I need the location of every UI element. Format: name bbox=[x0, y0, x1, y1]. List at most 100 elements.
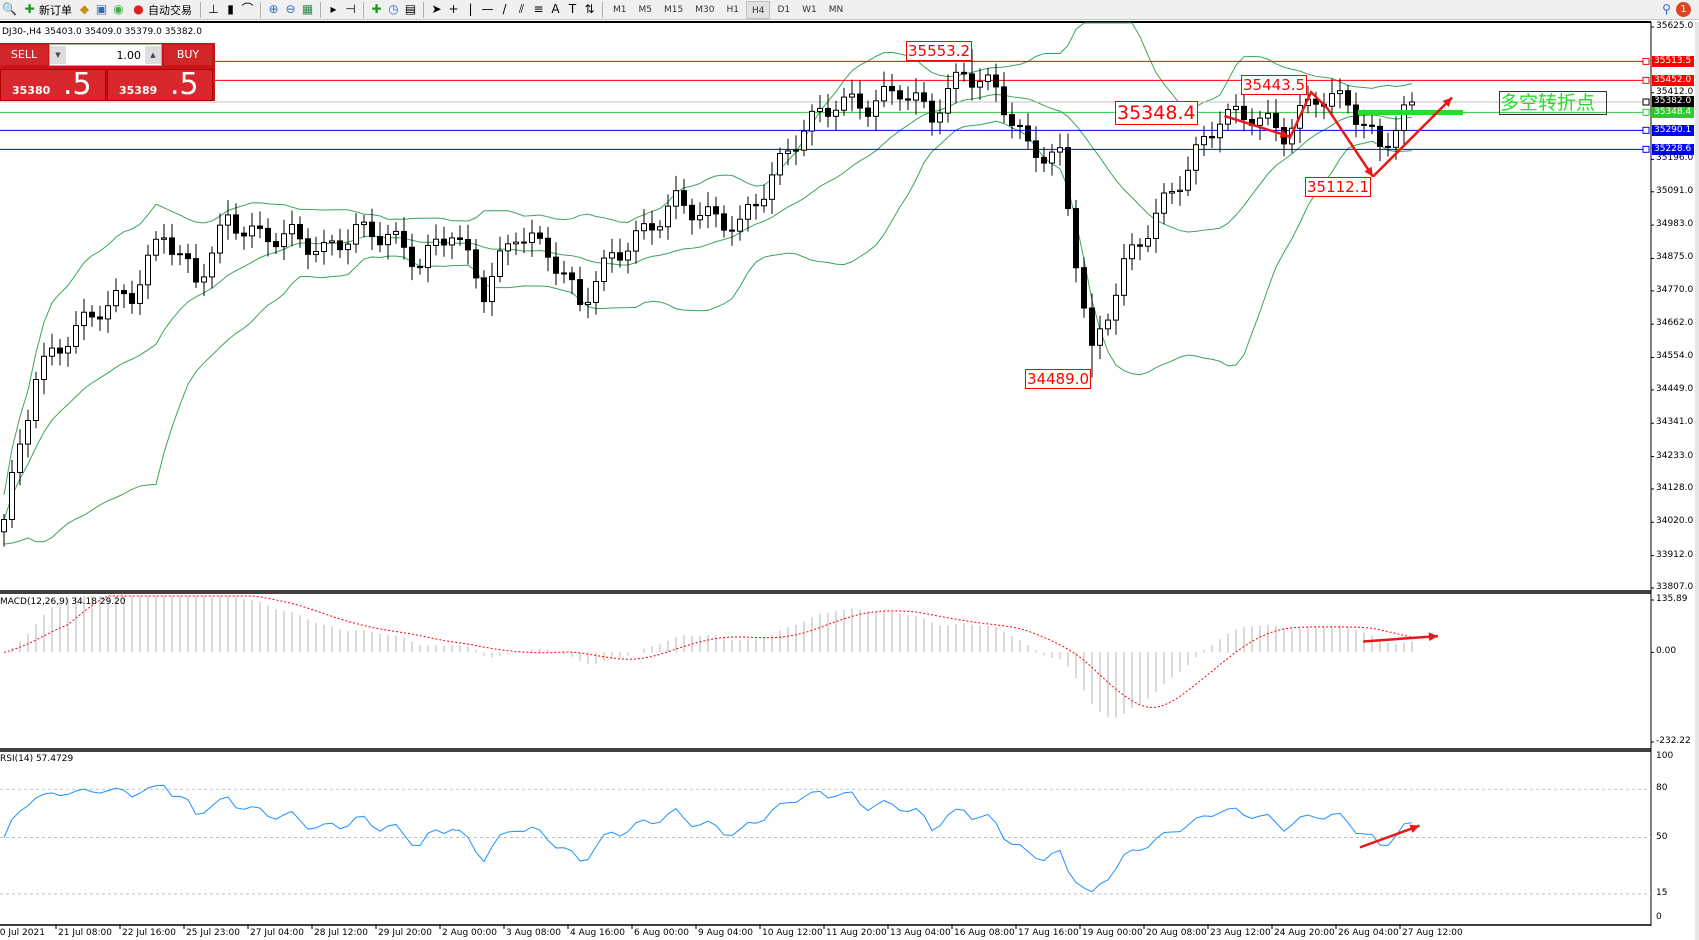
horizontal-line-icon[interactable]: — bbox=[481, 2, 494, 16]
timeframe-w1[interactable]: W1 bbox=[802, 4, 817, 15]
candle-bull bbox=[561, 272, 567, 275]
candle-bear bbox=[865, 107, 871, 117]
candle-bear bbox=[377, 236, 383, 246]
navigator-icon[interactable]: ▣ bbox=[95, 2, 108, 16]
candle-bull bbox=[489, 275, 495, 303]
timeframe-h4[interactable]: H4 bbox=[745, 0, 771, 19]
candle-bear bbox=[537, 232, 543, 239]
lot-size-stepper[interactable]: ▼ 1.00 ▲ bbox=[49, 44, 162, 66]
timeframe-h1[interactable]: H1 bbox=[726, 4, 739, 15]
candle-bear bbox=[417, 265, 423, 269]
candle-bear bbox=[1273, 112, 1279, 129]
annotation-low-34489[interactable]: 34489.0 bbox=[1025, 369, 1092, 389]
annotation-low-35112[interactable]: 35112.1 bbox=[1305, 177, 1372, 197]
tile-windows-icon[interactable]: ▦ bbox=[301, 2, 314, 16]
time-tick-label: 23 Aug 12:00 bbox=[1210, 928, 1271, 938]
new-order-button[interactable]: ✚ 新订单 bbox=[19, 1, 75, 19]
macd-tick-label: 0.00 bbox=[1656, 646, 1677, 657]
timeframe-m15[interactable]: M15 bbox=[664, 4, 684, 15]
chart-shift-icon[interactable]: ⊣ bbox=[345, 2, 356, 16]
arrow-down-icon bbox=[1224, 114, 1290, 138]
text-label-icon[interactable]: T bbox=[568, 2, 577, 16]
candle-bull bbox=[817, 107, 823, 112]
macd-arrow-icon-head bbox=[1428, 632, 1438, 642]
cursor-icon[interactable]: ➤ bbox=[431, 2, 442, 16]
auto-trading-button[interactable]: ● 自动交易 bbox=[128, 1, 195, 19]
turning-point-label[interactable]: 多空转折点 bbox=[1499, 91, 1607, 115]
candle-bull bbox=[153, 238, 159, 256]
periods-icon[interactable]: ◷ bbox=[388, 2, 399, 16]
fibonacci-icon[interactable]: ≡ bbox=[533, 2, 544, 16]
candle-bear bbox=[825, 107, 831, 117]
indicators-icon[interactable]: ✚ bbox=[371, 2, 382, 16]
buy-button[interactable]: BUY bbox=[164, 45, 212, 65]
timeframe-mn[interactable]: MN bbox=[828, 4, 844, 15]
candle-bull bbox=[665, 205, 671, 228]
lot-size-input[interactable]: 1.00 bbox=[116, 48, 142, 62]
candle-bear bbox=[257, 225, 263, 229]
annotation-high-35443[interactable]: 35443.5 bbox=[1241, 75, 1308, 95]
signal-icon[interactable]: ◉ bbox=[113, 2, 124, 16]
zoom-in-icon[interactable]: ⊕ bbox=[268, 2, 279, 16]
candle-bull bbox=[385, 233, 391, 246]
candle-bear bbox=[929, 100, 935, 123]
templates-icon[interactable]: ▤ bbox=[404, 2, 417, 16]
auto-scroll-icon[interactable]: ▸ bbox=[330, 2, 337, 16]
candle-bear bbox=[729, 229, 735, 232]
bollinger-lower bbox=[3, 120, 1413, 545]
candle-bull bbox=[513, 241, 519, 245]
level-handle bbox=[1642, 76, 1650, 84]
timeframe-m30[interactable]: M30 bbox=[695, 4, 715, 15]
text-icon[interactable]: A bbox=[551, 2, 560, 16]
candle-bull bbox=[225, 214, 231, 226]
lot-increase-icon[interactable]: ▲ bbox=[145, 46, 161, 64]
candle-bull bbox=[761, 198, 767, 207]
candle-bull bbox=[49, 347, 55, 357]
bar-chart-icon[interactable]: ⊥ bbox=[208, 2, 219, 16]
timeframe-m5[interactable]: M5 bbox=[638, 4, 653, 15]
vertical-line-icon[interactable]: | bbox=[468, 2, 473, 16]
crosshair-icon[interactable]: + bbox=[448, 2, 459, 16]
arrows-icon[interactable]: ⇅ bbox=[584, 2, 595, 16]
candle-bull bbox=[313, 250, 319, 255]
price-tag: 35452.0 bbox=[1652, 74, 1694, 86]
buy-price-main: 35389 bbox=[119, 84, 158, 97]
market-watch-icon[interactable]: ◆ bbox=[79, 2, 90, 16]
timeframe-d1[interactable]: D1 bbox=[777, 4, 791, 15]
sell-price-button[interactable]: 35380 .5 bbox=[0, 67, 106, 102]
equidistant-channel-icon[interactable]: ⫽ bbox=[518, 2, 525, 16]
buy-price-button[interactable]: 35389 .5 bbox=[107, 67, 213, 102]
line-chart-icon[interactable]: ⌒ bbox=[241, 2, 254, 16]
rsi-label: RSI(14) 57.4729 bbox=[0, 754, 74, 764]
sell-price-pips: .5 bbox=[63, 67, 92, 102]
price-tick-label: 34128.0 bbox=[1656, 482, 1694, 493]
sell-button[interactable]: SELL bbox=[0, 45, 48, 65]
lot-decrease-icon[interactable]: ▼ bbox=[50, 46, 66, 64]
chart-border bbox=[0, 21, 1651, 23]
notification-badge[interactable]: 1 bbox=[1676, 2, 1691, 17]
candle-chart-icon[interactable]: ▮ bbox=[227, 2, 234, 16]
zoom-icon[interactable]: 🔍 bbox=[2, 2, 17, 16]
candle-bull bbox=[1257, 117, 1263, 126]
annotation-high-35553[interactable]: 35553.2 bbox=[906, 41, 973, 61]
candle-bull bbox=[425, 244, 431, 269]
candle-bull bbox=[945, 88, 951, 114]
candle-bull bbox=[321, 242, 327, 252]
search-icon[interactable]: ⚲ bbox=[1662, 2, 1671, 16]
zoom-out-icon[interactable]: ⊖ bbox=[285, 2, 296, 16]
timeframe-m1[interactable]: M1 bbox=[613, 4, 627, 15]
time-tick-label: 26 Aug 04:00 bbox=[1338, 928, 1399, 938]
level-handle bbox=[1642, 145, 1650, 153]
candle-bull bbox=[209, 252, 215, 278]
candle-bear bbox=[753, 203, 759, 207]
candle-bear bbox=[401, 230, 407, 248]
price-tag: 35290.1 bbox=[1652, 124, 1694, 136]
candle-bear bbox=[185, 253, 191, 260]
candle-bull bbox=[505, 243, 511, 252]
candle-bull bbox=[177, 253, 183, 256]
trendline-icon[interactable]: / bbox=[502, 2, 507, 16]
annotation-level-35348[interactable]: 35348.4 bbox=[1115, 101, 1198, 125]
time-tick-label: 22 Jul 16:00 bbox=[122, 928, 176, 938]
candle-bull bbox=[705, 206, 711, 217]
